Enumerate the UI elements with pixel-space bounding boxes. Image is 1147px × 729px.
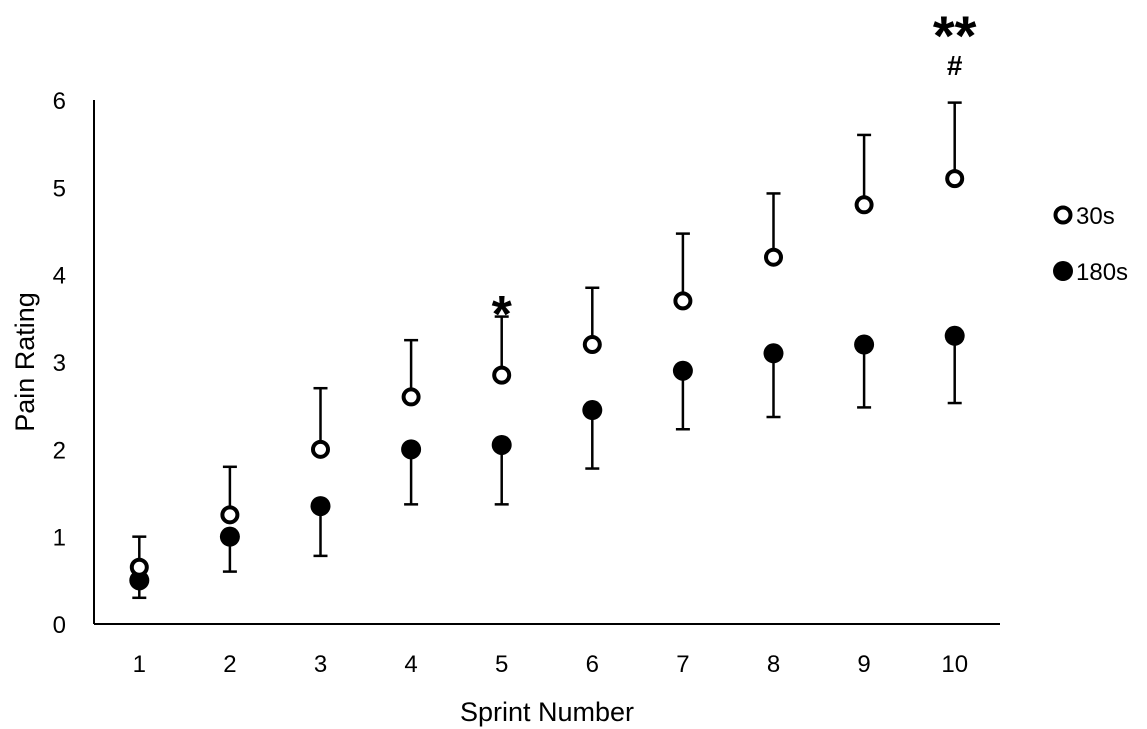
data-point-180s (310, 496, 331, 517)
y-tick-label: 0 (53, 612, 66, 639)
y-axis-title: Pain Rating (10, 292, 40, 432)
data-point-180s (491, 434, 512, 455)
legend-marker-open-circle (1053, 205, 1073, 225)
error-bar-180s (857, 344, 872, 409)
significance-marker: # (947, 50, 963, 81)
x-tick-label: 3 (314, 651, 327, 678)
data-point-30s (311, 439, 330, 459)
data-point-180s (944, 325, 965, 346)
data-point-30s (945, 169, 965, 189)
x-tick-label: 10 (941, 651, 968, 678)
legend: 30s 180s (1053, 203, 1128, 286)
error-bar-30s (857, 133, 872, 205)
data-point-30s (401, 387, 421, 407)
y-tick-labels: 0 1 2 3 4 5 6 (53, 88, 66, 639)
error-bar-180s (947, 335, 962, 405)
error-bar-30s (675, 232, 690, 301)
x-tick-label: 2 (223, 651, 236, 678)
data-point-180s (763, 343, 784, 364)
x-tick-labels: 1 2 3 4 5 6 7 8 9 10 (133, 651, 968, 678)
data-point-180s (129, 570, 150, 591)
error-bar-30s (766, 192, 781, 258)
legend-marker-filled-circle (1053, 261, 1073, 281)
data-point-180s (854, 334, 875, 355)
error-bars (132, 101, 962, 600)
data-point-180s (219, 526, 240, 547)
data-points (129, 169, 965, 591)
x-tick-label: 7 (676, 651, 689, 678)
x-tick-label: 6 (586, 651, 599, 678)
x-tick-label: 1 (133, 651, 146, 678)
significance-annotations: ***# (492, 4, 977, 344)
legend-label-180s: 180s (1076, 259, 1128, 286)
data-point-30s (673, 291, 693, 311)
data-point-30s (129, 557, 149, 577)
data-point-180s (672, 360, 693, 381)
x-tick-label: 9 (857, 651, 870, 678)
error-bar-30s (494, 315, 509, 376)
data-point-30s (854, 195, 874, 215)
x-tick-label: 8 (767, 651, 780, 678)
error-bar-180s (766, 353, 781, 419)
legend-item-180s: 180s (1053, 259, 1128, 286)
legend-item-30s: 30s (1053, 203, 1115, 230)
x-tick-label: 5 (495, 651, 508, 678)
data-point-30s (582, 335, 602, 355)
data-point-30s (764, 247, 783, 267)
y-tick-label: 3 (53, 350, 66, 377)
y-tick-label: 2 (53, 437, 66, 464)
y-tick-label: 6 (53, 88, 66, 115)
data-point-180s (582, 400, 603, 421)
error-bar-30s (313, 386, 328, 450)
legend-label-30s: 30s (1076, 203, 1115, 230)
y-tick-label: 5 (53, 175, 66, 202)
error-bar-30s (947, 101, 962, 179)
significance-marker: ** (933, 4, 977, 67)
axes (93, 100, 1000, 625)
x-axis-title: Sprint Number (460, 697, 634, 727)
significance-marker: * (492, 286, 513, 344)
y-tick-label: 1 (53, 525, 66, 552)
x-tick-label: 4 (404, 651, 417, 678)
data-point-30s (492, 365, 512, 385)
data-point-30s (220, 505, 240, 525)
y-tick-label: 4 (53, 263, 66, 290)
data-point-180s (401, 439, 422, 460)
